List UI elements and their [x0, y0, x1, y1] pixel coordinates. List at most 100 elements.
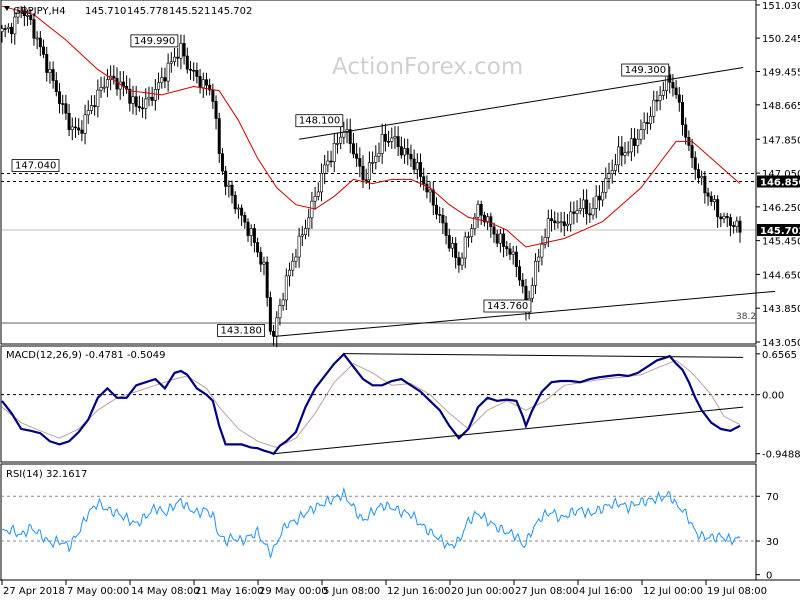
candle-up	[157, 82, 161, 90]
price-label-box	[483, 299, 532, 313]
candle-down	[588, 213, 592, 216]
candle-up	[591, 208, 595, 216]
candle-up	[470, 228, 474, 237]
candle-down	[240, 207, 244, 216]
candle-down	[246, 221, 250, 236]
candle-up	[284, 275, 288, 301]
candle-up	[377, 153, 381, 157]
candle-down	[51, 69, 55, 81]
candle-down	[505, 246, 509, 250]
x-tick-label: 4 Jul 16:00	[579, 586, 633, 597]
candle-up	[466, 236, 470, 238]
candle-down	[29, 15, 33, 20]
candle-up	[89, 105, 93, 111]
candle-up	[735, 220, 739, 227]
candle-up	[201, 79, 205, 88]
candle-up	[310, 200, 314, 219]
candle-down	[668, 74, 672, 83]
level-label: 146.850	[760, 178, 800, 189]
x-tick-label: 27 Apr 2018	[3, 586, 65, 597]
candle-down	[150, 96, 154, 101]
candle-up	[393, 136, 397, 139]
candle-up	[262, 261, 266, 265]
candle-up	[326, 160, 330, 166]
candle-up	[665, 74, 669, 91]
candle-up	[102, 86, 106, 89]
candle-up	[169, 61, 173, 64]
macd-signal-line	[1, 359, 741, 449]
price-tick-label: 149.455	[762, 67, 800, 78]
candle-down	[585, 199, 589, 215]
candle-up	[649, 116, 653, 124]
level-label-box	[757, 175, 800, 188]
candle-down	[256, 242, 260, 253]
candle-down	[383, 134, 387, 142]
candle-down	[128, 88, 132, 104]
candle-up	[476, 204, 480, 218]
candle-up	[96, 89, 100, 107]
candle-up	[281, 299, 285, 306]
price-label-box	[11, 159, 60, 172]
macd-tick-label: -0.9488	[762, 450, 800, 461]
price-label: 149.300	[625, 65, 666, 76]
candle-up	[99, 87, 103, 91]
candle-down	[677, 94, 681, 103]
candle-down	[64, 103, 68, 114]
candle-up	[613, 164, 617, 171]
candle-up	[153, 89, 157, 101]
candle-up	[0, 28, 4, 32]
x-tick-label: 29 May 00:00	[259, 586, 328, 597]
dropdown-triangle-icon[interactable]	[4, 6, 10, 11]
candle-down	[502, 233, 506, 247]
candle-up	[304, 228, 308, 236]
candle-up	[294, 256, 298, 262]
price-tick-label: 150.245	[762, 34, 800, 45]
candle-down	[399, 146, 403, 156]
candle-down	[214, 101, 218, 119]
candle-up	[498, 233, 502, 244]
candle-down	[719, 216, 723, 220]
candle-down	[447, 235, 451, 249]
candle-down	[32, 19, 36, 39]
candle-up	[642, 122, 646, 130]
rsi-tick-label: 70	[766, 492, 779, 503]
candle-down	[693, 157, 697, 170]
price-label-box	[130, 34, 179, 48]
candle-down	[387, 141, 391, 143]
close-price: 145.702	[211, 6, 252, 17]
candle-up	[578, 208, 582, 211]
symbol-header: GBPJPY,H4 145.710 145.778 145.521 145.70…	[4, 6, 252, 17]
candle-up	[559, 221, 563, 224]
candle-up	[16, 11, 20, 18]
candle-down	[419, 162, 423, 177]
candle-down	[252, 228, 256, 243]
candle-up	[297, 235, 301, 258]
candle-down	[434, 204, 438, 215]
price-tick-label: 147.850	[762, 135, 800, 146]
candle-down	[163, 77, 167, 82]
price-label: 147.040	[15, 160, 56, 171]
candle-down	[45, 54, 49, 74]
candle-up	[105, 79, 109, 88]
candle-up	[13, 16, 17, 35]
price-label: 143.760	[487, 301, 528, 312]
candle-up	[601, 191, 605, 201]
candle-up	[700, 176, 704, 179]
candle-up	[450, 243, 454, 249]
candle-down	[115, 77, 119, 90]
candle-up	[540, 243, 544, 258]
candle-up	[278, 305, 282, 319]
candle-up	[35, 37, 39, 40]
candle-down	[73, 126, 77, 129]
candle-down	[690, 145, 694, 158]
candle-up	[722, 215, 726, 220]
candle-down	[550, 218, 554, 222]
candle-up	[316, 191, 320, 197]
candle-down	[185, 55, 189, 70]
candle-down	[645, 122, 649, 124]
candle-down	[268, 297, 272, 332]
candle-up	[275, 317, 279, 337]
candle-up	[636, 138, 640, 146]
candle-down	[134, 96, 138, 107]
